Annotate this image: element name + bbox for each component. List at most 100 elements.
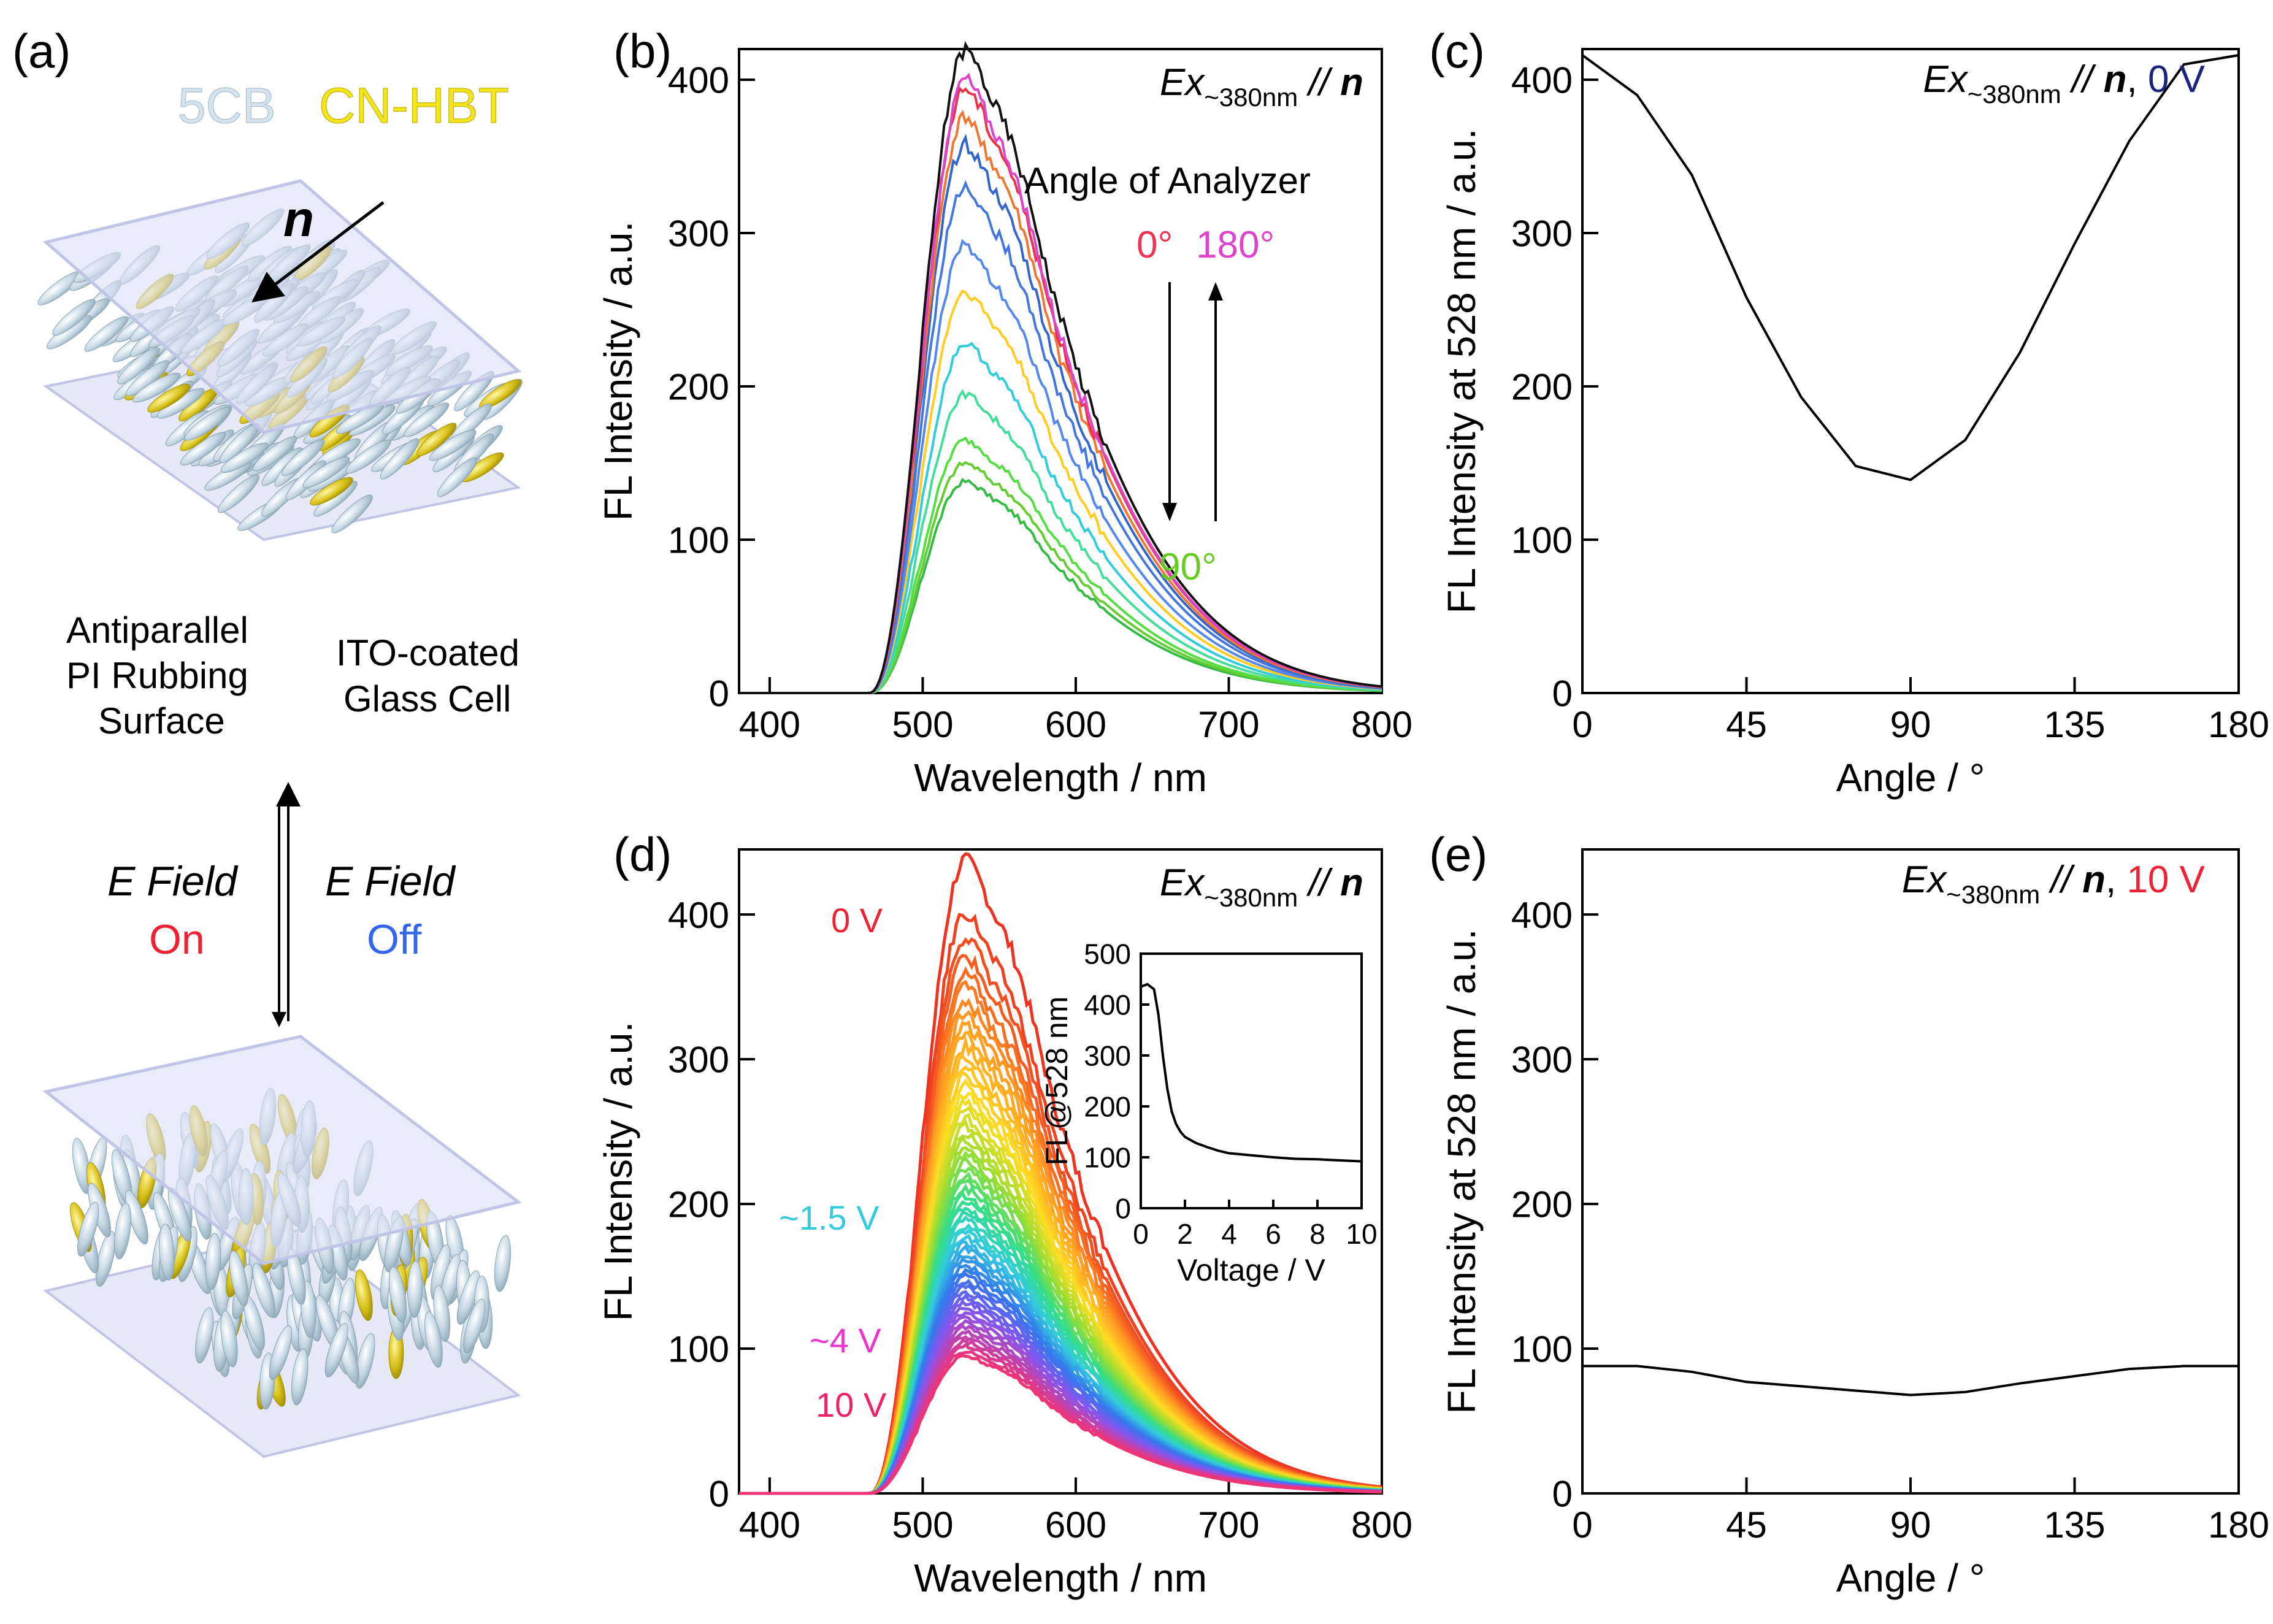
x-tick-label: 600	[1045, 704, 1106, 745]
5cb-molecule	[220, 442, 269, 473]
x-tick-label: 2	[1177, 1218, 1193, 1250]
spectrum-120deg	[739, 389, 1382, 694]
excitation-label: Ex~380nm // n, 0 V	[1923, 58, 2205, 109]
angle-mid-label: 90°	[1159, 546, 1217, 588]
5cb-molecule	[281, 439, 325, 477]
ex-symbol: Ex	[1902, 859, 1947, 901]
x-tick-label: 4	[1221, 1218, 1237, 1250]
antiparallel-line1: Antiparallel	[66, 610, 248, 651]
y-tick-label: 300	[668, 213, 729, 255]
panel-d: (d)400 500 600 700 8000100200300400Wavelengt…	[596, 827, 1412, 1600]
ex-director: n	[1340, 61, 1363, 104]
x-tick-label: 0	[1572, 704, 1592, 745]
5cb-molecule	[114, 1203, 131, 1260]
ex-subscript: ~380nm	[1204, 883, 1298, 912]
y-axis-label: FL Intensity / a.u.	[596, 1022, 640, 1322]
5cb-molecule	[404, 402, 450, 437]
spectrum-165deg	[739, 478, 1382, 694]
ex-parallel: //	[2061, 58, 2104, 101]
ex-subscript: ~380nm	[1204, 83, 1298, 112]
voltage-label: 10 V	[816, 1385, 887, 1424]
ex-symbol: Ex	[1160, 862, 1205, 904]
intensity-vs-angle-line	[1581, 54, 2239, 481]
antiparallel-line2: PI Rubbing	[66, 655, 248, 696]
charts: (b)400 500 600 700 8000100200300400Wavelengt…	[596, 24, 2269, 1600]
panel-b-label: (b)	[613, 24, 672, 78]
ex-parallel: //	[2040, 859, 2082, 901]
5cb-molecule	[463, 1298, 486, 1354]
panel-a-label: (a)	[12, 24, 71, 78]
x-axis-label: Wavelength / nm	[914, 1556, 1207, 1600]
y-axis-label: FL Intensity at 528 nm / a.u.	[1439, 129, 1484, 614]
x-tick-label: 600	[1045, 1504, 1106, 1545]
ex-comma: ,	[2126, 58, 2147, 101]
plot-frame	[1140, 952, 1363, 1209]
spectrum-45deg	[739, 133, 1382, 694]
5cb-molecule	[269, 1325, 293, 1381]
director-arrow	[251, 201, 385, 303]
y-tick-label: 400	[1511, 60, 1573, 101]
voltage-label: ~4 V	[810, 1321, 881, 1360]
y-tick-label: 400	[668, 60, 729, 101]
x-axis-label: Voltage / V	[1177, 1253, 1325, 1287]
ex-subscript: ~380nm	[1946, 880, 2040, 909]
spectrum-90deg	[739, 289, 1382, 694]
y-tick-label: 100	[1084, 1142, 1131, 1174]
decreasing-arrowhead	[1162, 503, 1177, 521]
5cb-molecule	[345, 439, 391, 474]
5cb-molecule	[77, 1201, 99, 1257]
panel-e: (e) 0 45 90 135 180 0 100 200 300 400 Angle / ° FL I…	[1429, 827, 2269, 1600]
5cb-molecule	[380, 438, 420, 480]
5cb-molecule	[229, 1251, 248, 1307]
ex-voltage: 10 V	[2126, 859, 2205, 901]
5cb-molecule	[355, 1333, 375, 1389]
5cb-molecule	[52, 299, 96, 336]
efield-on-state: On	[149, 916, 205, 963]
ex-director: n	[2082, 859, 2106, 901]
x-tick-label: 400	[739, 704, 800, 745]
x-tick-label: 500	[892, 1504, 953, 1545]
inset-line	[1140, 982, 1362, 1163]
plot-frame	[1581, 48, 2240, 694]
x-tick-label: 90	[1890, 704, 1931, 745]
5cb-molecule	[184, 407, 231, 441]
5cb-molecule	[205, 1233, 221, 1290]
top-glass-plate-on	[42, 1035, 522, 1265]
efield-on-label: E Field	[107, 858, 239, 905]
x-tick-label: 400	[739, 1504, 800, 1545]
legend-5cb: 5CB	[178, 78, 276, 134]
ex-parallel: //	[1298, 862, 1340, 904]
angle-end-label: 180°	[1196, 224, 1274, 266]
x-tick-label: 45	[1726, 704, 1767, 745]
excitation-label: Ex~380nm // n, 10 V	[1902, 859, 2206, 909]
panel-b: (b)400 500 600 700 8000100200300400Wavelengt…	[596, 24, 1412, 800]
y-tick-label: 200	[668, 367, 729, 408]
5cb-molecule	[388, 1266, 407, 1323]
ex-director: n	[1340, 862, 1363, 904]
ex-director: n	[2104, 58, 2127, 101]
y-tick-label: 300	[668, 1040, 729, 1081]
panel-a-schematic: (a) 5CB CN-HBT n Antiparallel PI Rubbing…	[12, 24, 523, 1458]
5cb-molecule	[117, 347, 160, 385]
x-tick-label: 800	[1351, 704, 1412, 745]
5cb-molecule	[494, 1235, 512, 1292]
panel-c-label: (c)	[1429, 24, 1485, 78]
x-tick-label: 135	[2044, 1504, 2105, 1545]
spectra-series	[739, 40, 1382, 694]
spectrum-75deg	[739, 239, 1382, 694]
efield-on-arrowhead	[272, 1012, 286, 1027]
x-tick-label: 90	[1890, 1504, 1931, 1545]
x-tick-label: 0	[1133, 1218, 1149, 1250]
lc-cell-planar: n	[37, 179, 523, 542]
cn-hbt-molecule	[355, 1270, 373, 1321]
y-tick-label: 200	[668, 1184, 729, 1225]
x-axis-label: Angle / °	[1836, 1556, 1985, 1600]
ex-symbol: Ex	[1160, 61, 1205, 104]
ex-voltage: 0 V	[2148, 58, 2206, 101]
voltage-spectra	[739, 852, 1382, 1495]
x-axis-label: Wavelength / nm	[914, 756, 1207, 800]
y-tick-label: 400	[1084, 989, 1131, 1021]
x-tick-label: 700	[1198, 704, 1259, 745]
